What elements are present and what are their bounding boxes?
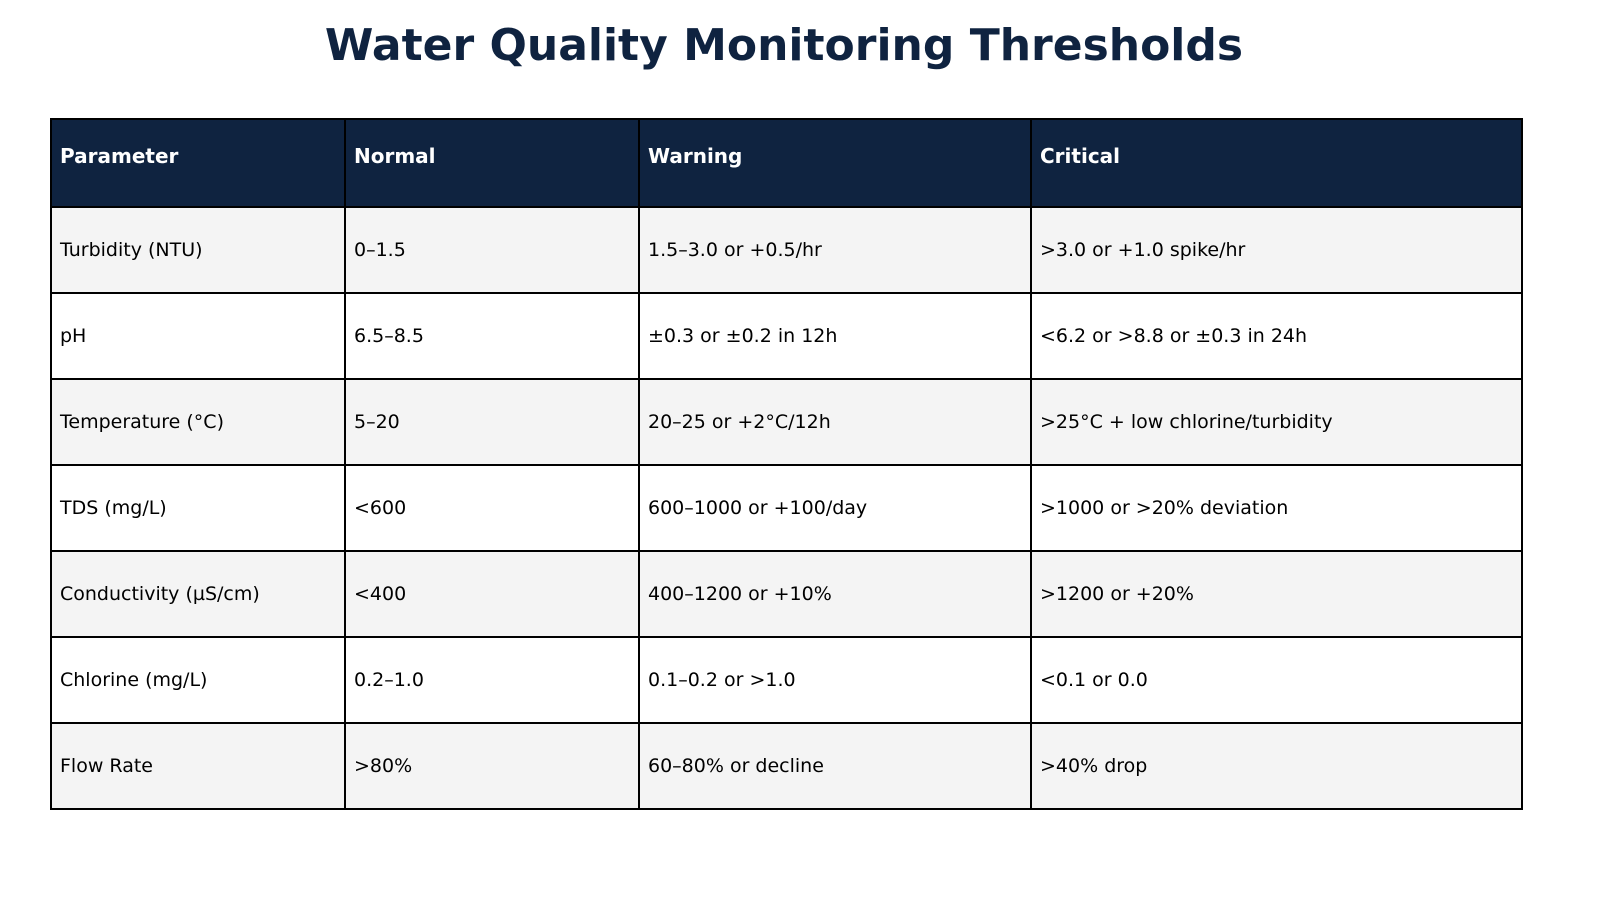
column-header-normal: Normal — [344, 118, 640, 208]
header-row: Parameter Normal Warning Critical — [50, 118, 1523, 208]
table-row: Conductivity (µS/cm) <400 400–1200 or +1… — [50, 550, 1523, 638]
table-row: Chlorine (mg/L) 0.2–1.0 0.1–0.2 or >1.0 … — [50, 636, 1523, 724]
column-header-critical: Critical — [1030, 118, 1523, 208]
cell-critical: <0.1 or 0.0 — [1030, 636, 1523, 724]
cell-normal: <600 — [344, 464, 640, 552]
cell-parameter: pH — [50, 292, 346, 380]
page-title: Water Quality Monitoring Thresholds — [324, 20, 1244, 71]
table-row: Turbidity (NTU) 0–1.5 1.5–3.0 or +0.5/hr… — [50, 206, 1523, 294]
cell-parameter: Turbidity (NTU) — [50, 206, 346, 294]
cell-parameter: Flow Rate — [50, 722, 346, 810]
column-header-parameter: Parameter — [50, 118, 346, 208]
cell-warning: 0.1–0.2 or >1.0 — [638, 636, 1032, 724]
cell-parameter: Chlorine (mg/L) — [50, 636, 346, 724]
thresholds-table: Parameter Normal Warning Critical Turbid… — [50, 118, 1523, 810]
cell-warning: 60–80% or decline — [638, 722, 1032, 810]
table-row: TDS (mg/L) <600 600–1000 or +100/day >10… — [50, 464, 1523, 552]
cell-normal: 0.2–1.0 — [344, 636, 640, 724]
cell-critical: <6.2 or >8.8 or ±0.3 in 24h — [1030, 292, 1523, 380]
table-row: pH 6.5–8.5 ±0.3 or ±0.2 in 12h <6.2 or >… — [50, 292, 1523, 380]
cell-warning: 400–1200 or +10% — [638, 550, 1032, 638]
cell-critical: >40% drop — [1030, 722, 1523, 810]
cell-warning: ±0.3 or ±0.2 in 12h — [638, 292, 1032, 380]
table-body: Turbidity (NTU) 0–1.5 1.5–3.0 or +0.5/hr… — [50, 206, 1523, 810]
cell-critical: >25°C + low chlorine/turbidity — [1030, 378, 1523, 466]
cell-parameter: Conductivity (µS/cm) — [50, 550, 346, 638]
cell-normal: >80% — [344, 722, 640, 810]
table-row: Flow Rate >80% 60–80% or decline >40% dr… — [50, 722, 1523, 810]
cell-warning: 20–25 or +2°C/12h — [638, 378, 1032, 466]
cell-normal: 5–20 — [344, 378, 640, 466]
cell-parameter: TDS (mg/L) — [50, 464, 346, 552]
cell-normal: 0–1.5 — [344, 206, 640, 294]
cell-critical: >3.0 or +1.0 spike/hr — [1030, 206, 1523, 294]
table-header: Parameter Normal Warning Critical — [50, 118, 1523, 208]
cell-normal: 6.5–8.5 — [344, 292, 640, 380]
cell-parameter: Temperature (°C) — [50, 378, 346, 466]
cell-critical: >1000 or >20% deviation — [1030, 464, 1523, 552]
cell-warning: 1.5–3.0 or +0.5/hr — [638, 206, 1032, 294]
cell-critical: >1200 or +20% — [1030, 550, 1523, 638]
table-row: Temperature (°C) 5–20 20–25 or +2°C/12h … — [50, 378, 1523, 466]
column-header-warning: Warning — [638, 118, 1032, 208]
cell-warning: 600–1000 or +100/day — [638, 464, 1032, 552]
cell-normal: <400 — [344, 550, 640, 638]
